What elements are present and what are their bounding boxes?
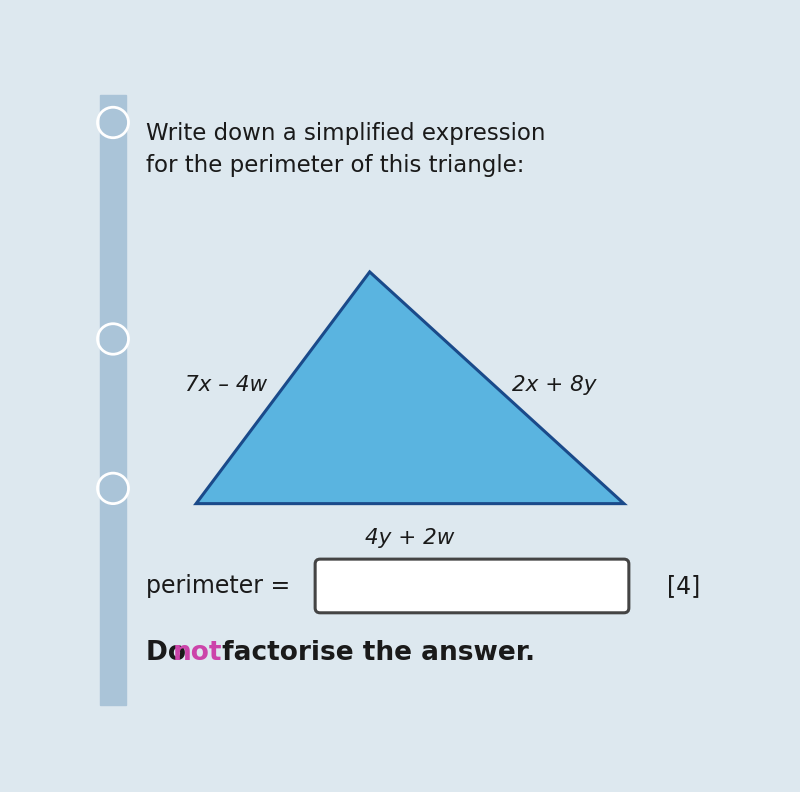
Circle shape bbox=[104, 329, 122, 348]
Polygon shape bbox=[196, 272, 624, 504]
Text: [4]: [4] bbox=[667, 574, 701, 598]
Circle shape bbox=[104, 479, 122, 497]
Circle shape bbox=[104, 113, 122, 131]
Text: perimeter =: perimeter = bbox=[146, 574, 290, 598]
Text: 2x + 8y: 2x + 8y bbox=[512, 375, 597, 394]
Text: not: not bbox=[173, 640, 222, 666]
Text: Do: Do bbox=[146, 640, 196, 666]
Text: 4y + 2w: 4y + 2w bbox=[366, 528, 454, 548]
Text: 7x – 4w: 7x – 4w bbox=[186, 375, 267, 394]
Text: Write down a simplified expression
for the perimeter of this triangle:: Write down a simplified expression for t… bbox=[146, 123, 546, 177]
Bar bbox=[100, 95, 126, 705]
Text: factorise the answer.: factorise the answer. bbox=[214, 640, 535, 666]
FancyBboxPatch shape bbox=[315, 559, 629, 613]
